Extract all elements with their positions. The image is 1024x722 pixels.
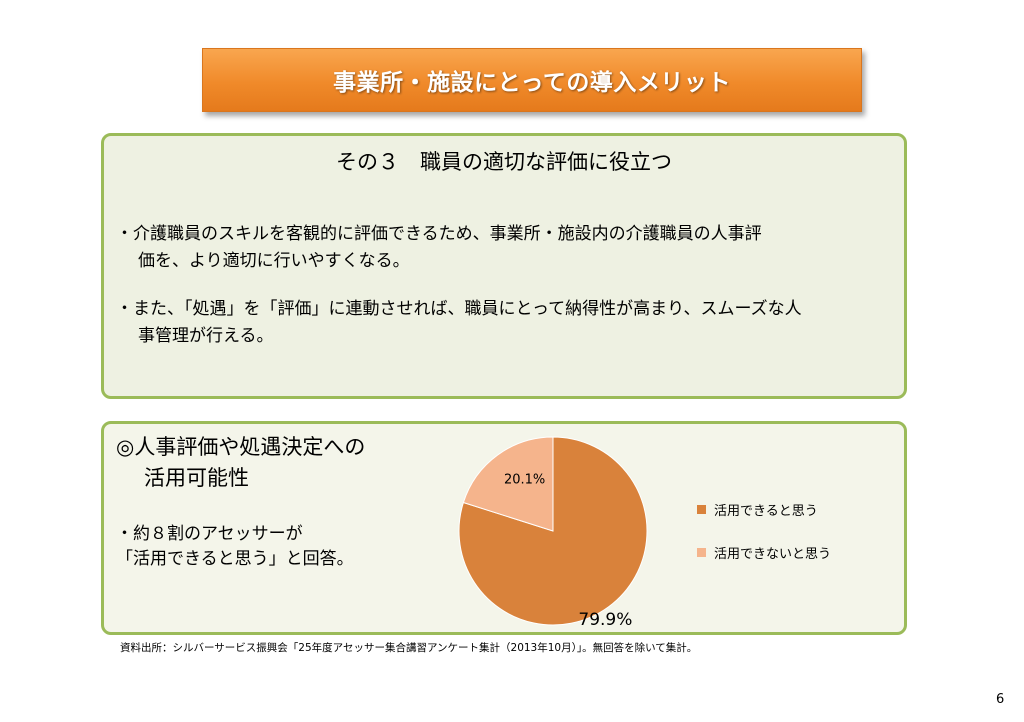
benefit-bullet-2-line-1: ・また、「処遇」を「評価」に連動させれば、職員にとって納得性が高まり、スムーズな… [116, 299, 802, 319]
legend-swatch-1 [697, 505, 706, 514]
survey-bullet-line-2: 「活用できると思う」と回答。 [116, 549, 354, 569]
survey-bullet: ・約８割のアセッサーが 「活用できると思う」と回答。 [116, 522, 354, 572]
legend-item-1: 活用できると思う [697, 500, 818, 519]
benefit-bullet-2-line-2: 事管理が行える。 [138, 326, 274, 346]
slide-title-banner: 事業所・施設にとっての導入メリット [202, 48, 862, 112]
survey-heading: ◎人事評価や処遇決定への 活用可能性 [116, 432, 365, 494]
source-note: 資料出所：シルバーサービス振興会「25年度アセッサー集合講習アンケート集計（20… [120, 642, 698, 654]
pie-chart: 79.9% 20.1% [458, 436, 648, 627]
benefit-bullet-1-line-1: ・介護職員のスキルを客観的に評価できるため、事業所・施設内の介護職員の人事評 [116, 224, 762, 244]
slide-title: 事業所・施設にとっての導入メリット [333, 70, 731, 96]
survey-heading-line-2: 活用可能性 [144, 466, 249, 490]
page-number: 6 [996, 692, 1005, 707]
benefit-bullet-1-line-2: 価を、より適切に行いやすくなる。 [138, 251, 410, 271]
legend-item-2: 活用できないと思う [697, 543, 831, 562]
pie-data-label-1: 79.9% [578, 610, 632, 627]
benefit-title: その３ 職員の適切な評価に役立つ [336, 150, 672, 174]
survey-bullet-line-1: ・約８割のアセッサーが [116, 524, 303, 544]
legend-swatch-2 [697, 548, 706, 557]
legend-label-2: 活用できないと思う [714, 547, 832, 562]
benefit-box: その３ 職員の適切な評価に役立つ ・介護職員のスキルを客観的に評価できるため、事… [101, 133, 907, 399]
benefit-bullet-1: ・介護職員のスキルを客観的に評価できるため、事業所・施設内の介護職員の人事評 価… [116, 221, 888, 275]
pie-data-label-2: 20.1% [504, 472, 545, 487]
benefit-bullet-2: ・また、「処遇」を「評価」に連動させれば、職員にとって納得性が高まり、スムーズな… [116, 296, 888, 350]
survey-heading-line-1: ◎人事評価や処遇決定への [116, 435, 366, 459]
pie-slice-2 [462, 436, 554, 532]
legend-label-1: 活用できると思う [714, 504, 818, 519]
